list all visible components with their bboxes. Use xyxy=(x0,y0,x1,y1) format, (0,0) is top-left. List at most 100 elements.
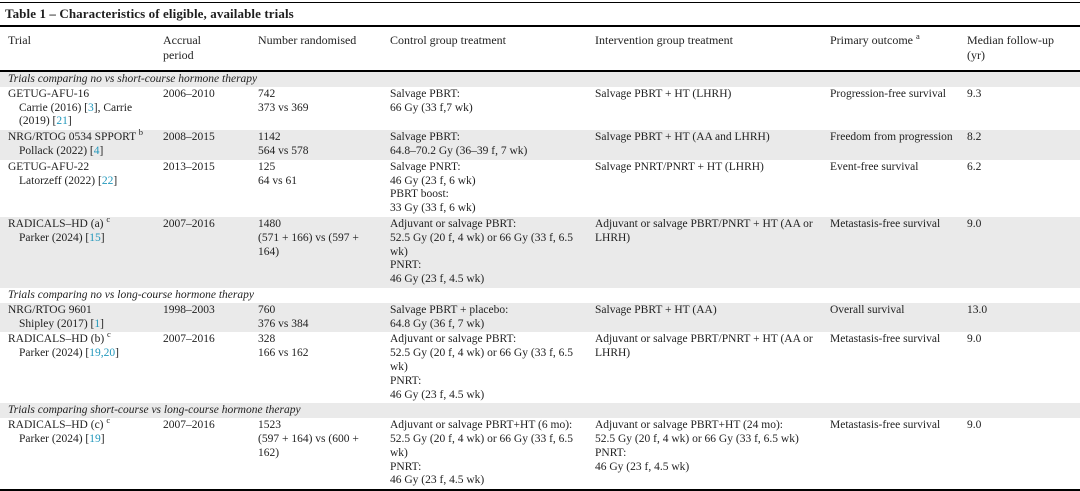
cell-accrual-period: 2006–2010 xyxy=(163,87,215,100)
cell-number-randomised: 760 376 vs 384 xyxy=(258,303,309,330)
cell-intervention-treatment: Adjuvant or salvage PBRT/PNRT + HT (AA o… xyxy=(595,333,813,360)
citation-link[interactable]: 22 xyxy=(101,174,114,187)
trial-name: RADICALS–HD (a) c xyxy=(8,214,111,230)
cell-intervention-treatment: Salvage PNRT/PNRT + HT (LHRH) xyxy=(595,160,764,173)
cell-primary-outcome: Progression-free survival xyxy=(830,87,946,100)
table-body: Trials comparing no vs short-course horm… xyxy=(0,71,1080,489)
cell-number-randomised: 742 373 vs 369 xyxy=(258,87,309,114)
section-header: Trials comparing short-course vs long-co… xyxy=(8,404,301,417)
cell-primary-outcome: Metastasis-free survival xyxy=(830,217,941,230)
top-rule xyxy=(0,2,1080,3)
section-header-row: Trials comparing short-course vs long-co… xyxy=(0,403,1080,419)
cell-primary-outcome: Freedom from progression xyxy=(830,131,953,144)
cell-accrual-period: 2007–2016 xyxy=(163,217,215,230)
footnote-marker-a: a xyxy=(915,31,920,41)
cell-accrual-period: 2007–2016 xyxy=(163,333,215,346)
table-row: RADICALS–HD (c) c Parker (2024) [19] 2007–… xyxy=(0,415,1080,489)
cell-median-followup: 9.0 xyxy=(967,333,982,346)
cell-accrual-period: 2013–2015 xyxy=(163,160,215,173)
cell-primary-outcome: Metastasis-free survival xyxy=(830,419,941,432)
cell-control-treatment: Salvage PNRT: 46 Gy (23 f, 6 wk) PBRT boos… xyxy=(390,160,476,215)
cell-accrual-period: 1998–2003 xyxy=(163,303,215,316)
trial-citation: Shipley (2017) [1] xyxy=(19,317,104,330)
footnote-marker: c xyxy=(107,329,111,340)
cell-control-treatment: Adjuvant or salvage PBRT: 52.5 Gy (20 f, … xyxy=(390,333,574,401)
cell-trial: RADICALS–HD (b) c Parker (2024) [19,20] xyxy=(0,329,163,403)
citation-link[interactable]: 19,20 xyxy=(89,347,116,360)
footnote-marker: c xyxy=(106,214,111,225)
section-header-row: Trials comparing no vs long-course hormo… xyxy=(0,288,1080,303)
cell-control-treatment: Adjuvant or salvage PBRT: 52.5 Gy (20 f, … xyxy=(390,217,574,286)
citation-link[interactable]: 3 xyxy=(87,101,94,114)
cell-number-randomised: 1523 (597 + 164) vs (600 + 162) xyxy=(258,419,359,459)
section-header: Trials comparing no vs long-course hormo… xyxy=(8,288,254,301)
col-header-number-randomised: Number randomised xyxy=(258,33,357,47)
cell-number-randomised: 1480 (571 + 166) vs (597 + 164) xyxy=(258,217,359,258)
section-header-row: Trials comparing no vs short-course horm… xyxy=(0,71,1080,87)
citation-link[interactable]: 21 xyxy=(56,115,68,128)
cell-trial: RADICALS–HD (c) c Parker (2024) [19] xyxy=(0,415,163,489)
table-row: GETUG-AFU-16 Carrie (2016) [3], Carrie (2… xyxy=(0,87,1080,130)
cell-number-randomised: 1142 564 vs 578 xyxy=(258,131,309,157)
cell-intervention-treatment: Salvage PBRT + HT (LHRH) xyxy=(595,87,732,100)
cell-intervention-treatment: Adjuvant or salvage PBRT+HT (24 mo): 52.5… xyxy=(595,419,799,473)
trial-citation: Parker (2024) [19,20] xyxy=(19,347,119,360)
cell-trial: GETUG-AFU-22 Latorzeff (2022) [22] xyxy=(0,160,163,217)
trial-name: NRG/RTOG 0534 SPPORT b xyxy=(8,127,144,144)
trial-name: RADICALS–HD (c) c xyxy=(8,415,111,432)
column-header-row: Trial Accrual period Number randomised C… xyxy=(0,27,1080,71)
cell-trial: NRG/RTOG 0534 SPPORT b Pollack (2022) [4] xyxy=(0,127,163,160)
col-header-primary-outcome: Primary outcome a xyxy=(830,27,967,71)
cell-median-followup: 9.0 xyxy=(967,419,982,432)
cell-accrual-period: 2007–2016 xyxy=(163,419,215,432)
table-row: RADICALS–HD (b) c Parker (2024) [19,20] 20… xyxy=(0,329,1080,403)
trial-citation: Parker (2024) [15] xyxy=(19,231,105,244)
trial-name: GETUG-AFU-22 xyxy=(8,160,90,173)
trial-citation: Parker (2024) [19] xyxy=(19,432,105,445)
table-row: NRG/RTOG 9601 Shipley (2017) [1] 1998–2003… xyxy=(0,302,1080,333)
trial-name: RADICALS–HD (b) c xyxy=(8,329,111,346)
footnote-marker: c xyxy=(106,415,111,426)
cell-primary-outcome: Overall survival xyxy=(830,303,905,316)
cell-trial: NRG/RTOG 9601 Shipley (2017) [1] xyxy=(0,303,163,333)
col-header-primary-outcome-label: Primary outcome xyxy=(830,33,913,47)
cell-median-followup: 9.0 xyxy=(967,217,982,230)
section-header: Trials comparing no vs short-course horm… xyxy=(8,73,258,85)
table-row: NRG/RTOG 0534 SPPORT b Pollack (2022) [4]… xyxy=(0,127,1080,160)
citation-link[interactable]: 15 xyxy=(89,231,101,244)
col-header-median-followup: Median follow-up (yr) xyxy=(967,33,1054,62)
cell-accrual-period: 2008–2015 xyxy=(163,131,215,144)
cell-number-randomised: 328 166 vs 162 xyxy=(258,333,309,360)
citation-link[interactable]: 19 xyxy=(89,432,101,445)
cell-control-treatment: Salvage PBRT: 66 Gy (33 f,7 wk) xyxy=(390,87,473,114)
col-header-trial: Trial xyxy=(8,33,31,47)
cell-intervention-treatment: Adjuvant or salvage PBRT/PNRT + HT (AA o… xyxy=(595,217,813,244)
cell-median-followup: 8.2 xyxy=(967,131,982,144)
cell-control-treatment: Adjuvant or salvage PBRT+HT (6 mo): 52.5 … xyxy=(390,419,574,487)
cell-control-treatment: Salvage PBRT + placebo: 64.8 Gy (36 f, 7 … xyxy=(390,303,509,330)
cell-trial: GETUG-AFU-16 Carrie (2016) [3], Carrie (2… xyxy=(0,87,163,130)
table-title: Table 1 – Characteristics of eligible, a… xyxy=(5,6,294,21)
cell-median-followup: 6.2 xyxy=(967,160,982,173)
cell-primary-outcome: Event-free survival xyxy=(830,160,919,173)
cell-control-treatment: Salvage PBRT: 64.8–70.2 Gy (36–39 f, 7 wk… xyxy=(390,131,528,157)
cell-intervention-treatment: Salvage PBRT + HT (AA) xyxy=(595,303,717,316)
trials-table: Trial Accrual period Number randomised C… xyxy=(0,27,1080,489)
col-header-control-group: Control group treatment xyxy=(390,33,506,47)
citation-link[interactable]: 4 xyxy=(93,144,100,157)
footnote-marker: b xyxy=(138,127,144,138)
trial-citation: Latorzeff (2022) [22] xyxy=(19,174,118,187)
table-row: GETUG-AFU-22 Latorzeff (2022) [22] 2013–20… xyxy=(0,160,1080,217)
trial-citation: Pollack (2022) [4] xyxy=(19,144,104,157)
col-header-intervention-group: Intervention group treatment xyxy=(595,33,733,47)
trial-name: GETUG-AFU-16 xyxy=(8,87,90,100)
table-row: RADICALS–HD (a) c Parker (2024) [15] 2007–… xyxy=(0,214,1080,288)
cell-number-randomised: 125 64 vs 61 xyxy=(258,160,297,187)
cell-median-followup: 13.0 xyxy=(967,303,988,316)
cell-median-followup: 9.3 xyxy=(967,87,982,100)
trial-citation: Carrie (2016) [3], Carrie (2019) [21] xyxy=(19,101,133,128)
trial-name: NRG/RTOG 9601 xyxy=(8,303,92,316)
citation-link[interactable]: 1 xyxy=(94,317,101,330)
col-header-accrual-period: Accrual period xyxy=(163,33,201,62)
